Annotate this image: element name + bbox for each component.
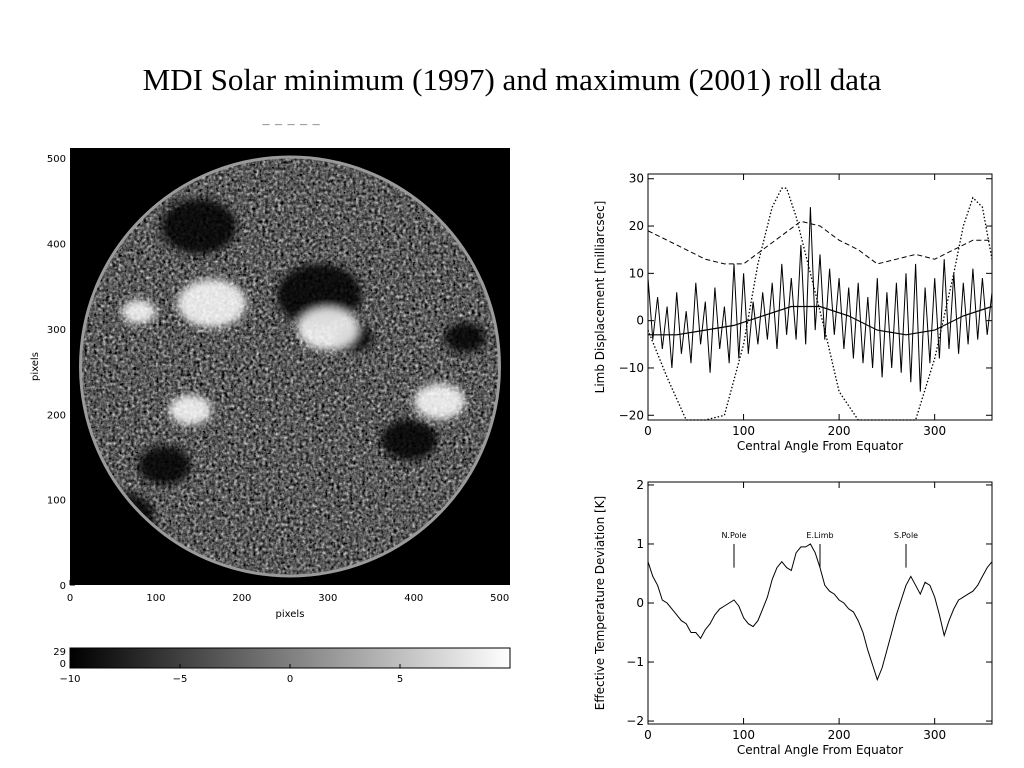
plot-frame (647, 173, 993, 421)
x-tick-label: 0 (644, 424, 652, 438)
x-tick-label: 0 (644, 728, 652, 742)
solar-disk (80, 157, 500, 576)
y-tick-label: −20 (619, 408, 644, 422)
plot-frame (647, 481, 993, 725)
y-tick-label: 0 (636, 314, 644, 328)
series-line-noisy-solid (647, 207, 993, 392)
y-tick-label: 500 (47, 154, 66, 165)
x-axis-label: Central Angle From Equator (737, 439, 903, 453)
x-tick-label: 200 (828, 728, 851, 742)
limb-displacement-chart: 0 100 200 300 −20 −10 0 10 20 30 Central Angle Fro… (593, 172, 993, 453)
y-tick-label: 0 (636, 596, 644, 610)
magnetogram-chart: 0 100 200 300 400 500 0 100 200 300 400 500 pixels pi… (30, 148, 510, 620)
y-tick-label: 1 (636, 537, 644, 551)
y-tick-label: 400 (47, 240, 66, 251)
dark-region (161, 199, 237, 255)
dark-region (444, 322, 487, 353)
bright-region (177, 279, 247, 328)
series-line-dotted (647, 187, 993, 421)
colorbar-side-label: 0 (60, 659, 66, 670)
x-tick-label: 100 (146, 593, 165, 604)
y-axis-label: Limb Displacement [milliarcsec] (593, 201, 607, 394)
y-tick-label: 30 (629, 172, 644, 186)
magnetogram-header-fragment: — — — — — (262, 122, 322, 129)
x-axis-label: pixels (276, 609, 305, 620)
y-tick-label: 10 (629, 266, 644, 280)
series-line-smooth-solid (648, 305, 993, 336)
bright-region (413, 383, 466, 420)
y-axis-label: Effective Temperature Deviation [K] (593, 496, 607, 710)
slide-title: MDI Solar minimum (1997) and maximum (20… (142, 62, 882, 97)
dark-region (381, 419, 438, 461)
y-tick-label: 20 (629, 219, 644, 233)
x-tick-label: 300 (923, 424, 946, 438)
x-tick-label: 100 (732, 424, 755, 438)
temperature-deviation-chart: 0 100 200 300 −2 −1 0 1 2 Central Angle From Equa… (593, 478, 993, 757)
annotation-label: E.Limb (806, 531, 833, 540)
y-tick-label: 2 (636, 478, 644, 492)
y-tick-label: 200 (47, 410, 66, 421)
annotation-label: N.Pole (721, 531, 746, 540)
colorbar-tick-label: 0 (287, 674, 293, 685)
bright-region (121, 299, 156, 324)
y-tick-label: 300 (47, 325, 66, 336)
series-line-solid (647, 543, 993, 682)
dark-region (138, 446, 191, 485)
x-tick-label: 300 (318, 593, 337, 604)
disk-edge (79, 155, 501, 578)
x-tick-label: 400 (404, 593, 423, 604)
x-tick-label: 0 (67, 593, 73, 604)
x-axis-label: Central Angle From Equator (737, 743, 903, 757)
series-line-dashed (647, 220, 992, 265)
annotation-label: S.Pole (894, 531, 918, 540)
x-tick-label: 200 (232, 593, 251, 604)
colorbar-tick-label: 5 (397, 674, 403, 685)
x-tick-label: 100 (732, 728, 755, 742)
y-tick-label: 0 (60, 581, 66, 592)
x-tick-label: 200 (828, 424, 851, 438)
y-tick-label: 100 (47, 496, 66, 507)
y-tick-label: −1 (626, 655, 644, 669)
y-tick-label: −10 (619, 361, 644, 375)
colorbar-tick-label: −5 (173, 674, 188, 685)
x-tick-label: 500 (490, 593, 509, 604)
bright-region (297, 307, 358, 350)
colorbar-tick-label: −10 (59, 674, 80, 685)
y-axis-label: pixels (30, 352, 41, 381)
y-tick-label: −2 (626, 714, 644, 728)
x-tick-label: 300 (923, 728, 946, 742)
bright-region (168, 394, 212, 426)
colorbar-side-label: 29 (53, 647, 66, 658)
